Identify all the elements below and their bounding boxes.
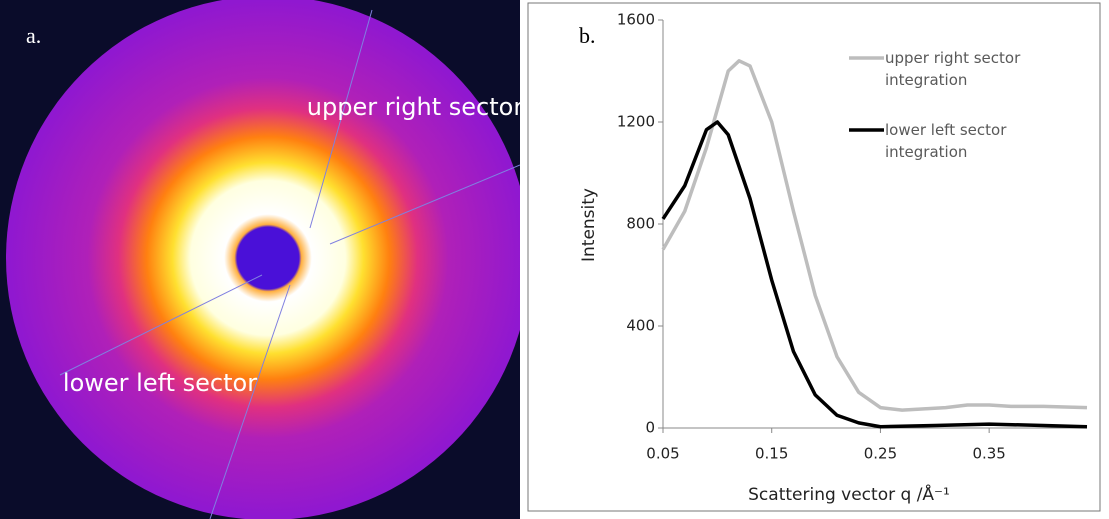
y-tick-label: 400 <box>626 317 655 335</box>
y-tick-label: 800 <box>626 215 655 233</box>
annotation: upper right sector <box>307 93 520 121</box>
y-tick-label: 0 <box>645 419 655 437</box>
panel-label: b. <box>579 23 596 48</box>
legend-label: lower left sector integration <box>885 119 1015 163</box>
panel-label: a. <box>26 23 41 48</box>
annotation: lower left sector <box>63 369 257 397</box>
y-axis-label: Intensity <box>579 188 599 262</box>
y-tick-label: 1200 <box>617 113 655 131</box>
page: a. upper right sector lower left sector … <box>0 0 1109 519</box>
x-tick-label: 0.05 <box>646 445 679 463</box>
x-tick-label: 0.15 <box>755 445 788 463</box>
detector-image: a. upper right sector lower left sector <box>0 0 520 519</box>
x-tick-label: 0.35 <box>972 445 1005 463</box>
scattering-pattern <box>6 0 520 519</box>
legend-label: upper right sector integration <box>885 47 1025 91</box>
y-tick-label: 1600 <box>617 11 655 29</box>
x-axis-label: Scattering vector q /Å⁻¹ <box>748 483 950 505</box>
x-tick-label: 0.25 <box>864 445 897 463</box>
